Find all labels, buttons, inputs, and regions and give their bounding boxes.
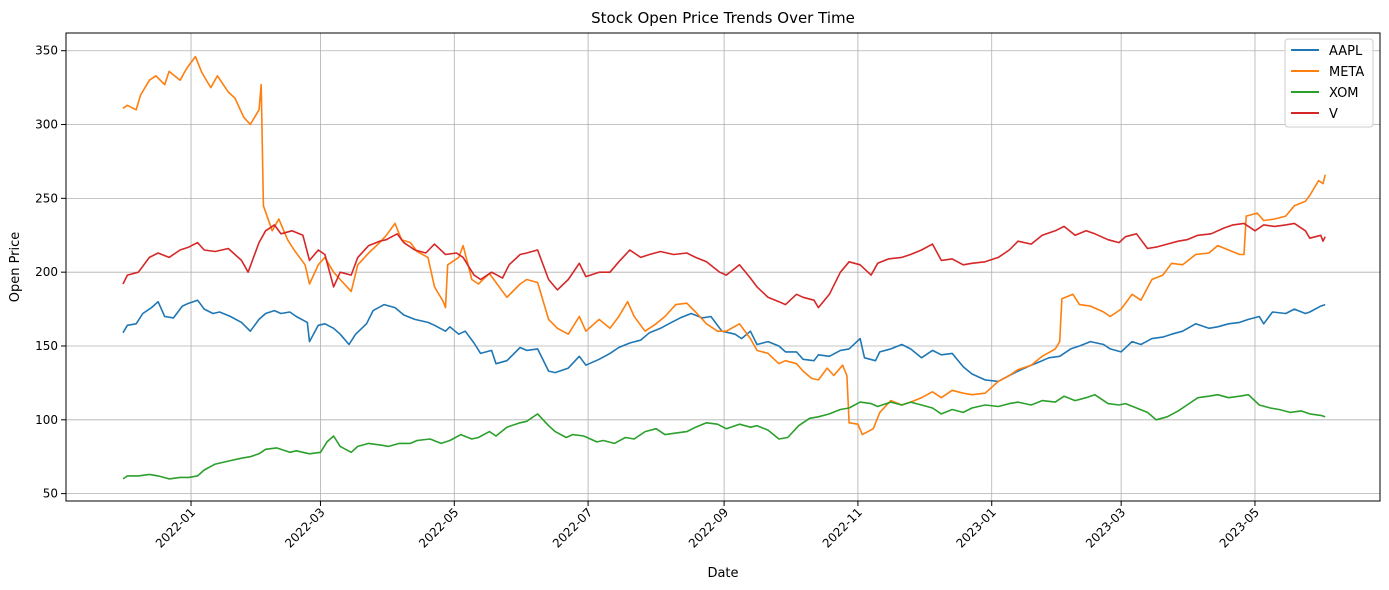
x-axis-label: Date [707,566,738,581]
series-line-xom [122,393,1326,480]
series-line-v [122,222,1326,309]
y-tick-label: 200 [35,265,58,279]
series-line-aapl [122,299,1326,383]
x-tick-label: 2022-05 [416,505,461,550]
y-axis-ticks: 50 100 150 200 250 300 350 [35,44,66,501]
x-tick-label: 2023-01 [953,505,998,550]
legend-label-v: V [1329,107,1338,122]
chart-title: Stock Open Price Trends Over Time [591,9,855,27]
y-tick-label: 150 [35,339,58,353]
legend-label-aapl: AAPL [1329,44,1363,59]
x-tick-label: 2022-01 [153,505,198,550]
grid-lines [66,33,1380,501]
y-tick-label: 50 [43,487,58,501]
x-tick-label: 2022-09 [686,505,731,550]
legend-box [1284,38,1374,128]
x-tick-label: 2022-11 [820,505,865,550]
series-lines [122,55,1326,480]
y-tick-label: 100 [35,413,58,427]
legend-label-meta: META [1329,65,1364,80]
y-tick-label: 300 [35,118,58,132]
x-tick-label: 2023-03 [1083,505,1128,550]
x-axis-ticks: 2022-01 2022-03 2022-05 2022-07 2022-09 2022-… [153,501,1262,551]
legend-label-xom: XOM [1329,86,1359,101]
x-tick-label: 2023-05 [1217,505,1262,550]
y-axis-label: Open Price [8,232,23,303]
legend: AAPL META XOM V [1284,38,1374,128]
y-tick-label: 350 [35,44,58,58]
x-tick-label: 2022-07 [550,505,595,550]
y-tick-label: 250 [35,191,58,205]
plot-frame [65,32,1381,502]
x-tick-label: 2022-03 [282,505,327,550]
series-line-meta [122,55,1326,436]
